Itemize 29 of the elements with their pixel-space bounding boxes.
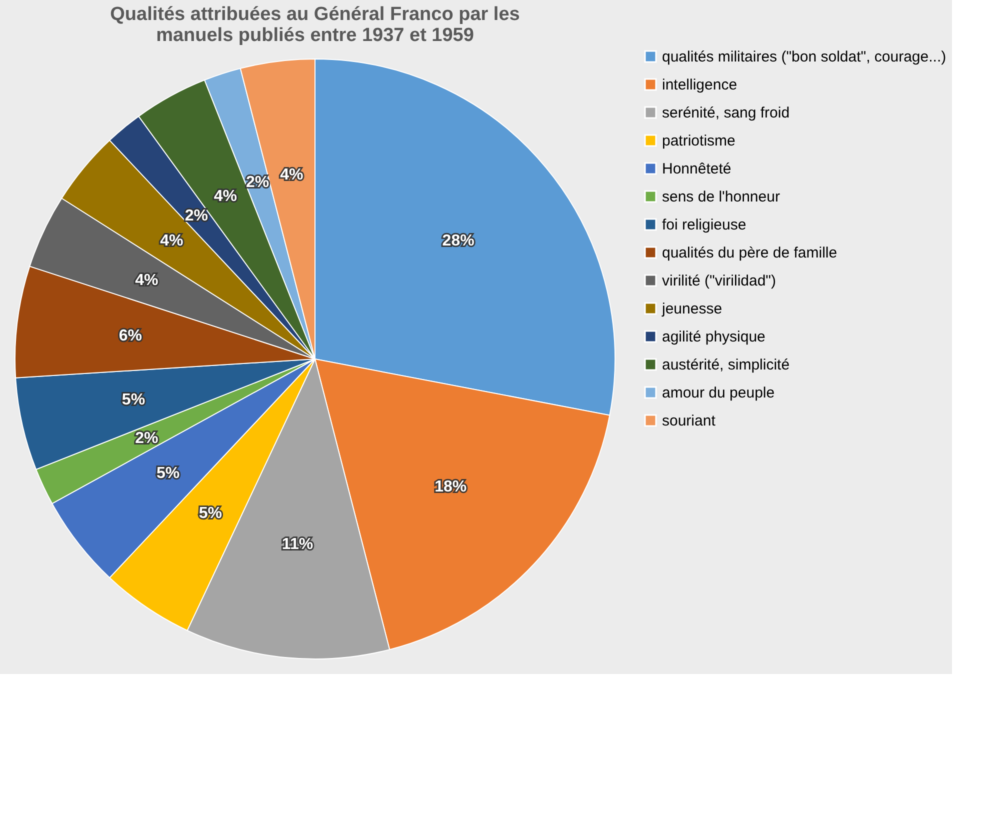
legend-label: qualités du père de famille — [662, 244, 838, 262]
data-label: 4% — [280, 166, 304, 184]
data-label: 2% — [184, 208, 208, 225]
chart-title: Qualités attribuées au Général Franco par les manuels publiés entre 1937 et 1959 — [110, 4, 520, 46]
data-label: 2% — [246, 174, 270, 192]
legend-label: qualités militaires ("bon soldat", courage...) — [662, 48, 946, 66]
legend-label: souriant — [662, 412, 716, 430]
legend-label: intelligence — [662, 76, 738, 94]
legend-label: amour du peuple — [662, 384, 775, 402]
legend-label: foi religieuse — [662, 216, 746, 234]
legend-label: austérité, simplicité — [662, 356, 790, 374]
data-label: 4% — [214, 188, 237, 206]
data-label: 6% — [118, 328, 142, 345]
legend-label: virilité ("virilidad") — [662, 272, 776, 290]
legend-label: patriotisme — [662, 132, 736, 150]
legend-label: agilité physique — [662, 328, 766, 346]
data-label: 2% — [135, 430, 158, 448]
data-label: 5% — [122, 392, 146, 409]
data-label: 11% — [282, 536, 314, 554]
legend-label: serénité, sang froid — [662, 104, 790, 122]
legend-label: Honnêteté — [662, 160, 732, 178]
data-label: 28% — [442, 232, 474, 250]
data-label: 4% — [160, 232, 184, 250]
legend-label: jeunesse — [661, 300, 722, 318]
data-label: 4% — [135, 272, 158, 289]
legend-label: sens de l'honneur — [662, 188, 780, 206]
data-label: 18% — [434, 478, 467, 496]
data-label: 5% — [198, 504, 222, 522]
data-label: 5% — [156, 465, 180, 482]
